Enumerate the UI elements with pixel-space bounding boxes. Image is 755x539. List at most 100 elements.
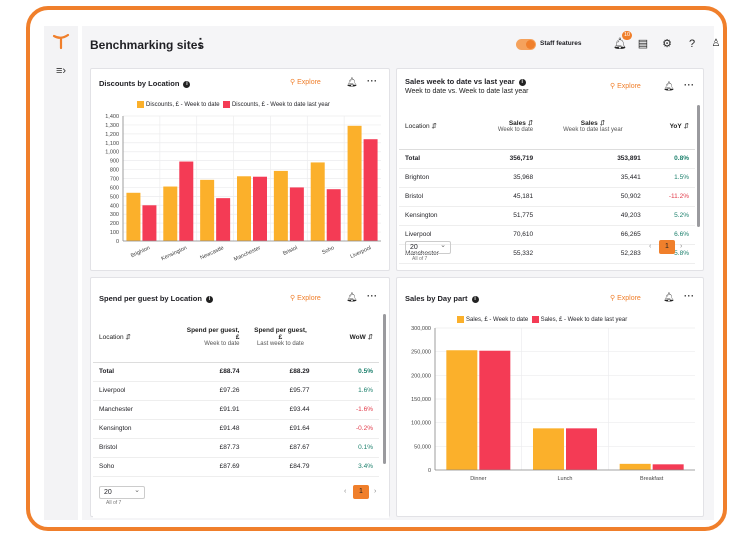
info-icon[interactable]: i (518, 78, 526, 86)
bar-discounts-week-to-date-last-year-manchester[interactable] (253, 176, 267, 241)
y-tick-label: 200 (110, 221, 119, 227)
table-cell: Kensington (405, 212, 438, 219)
notification-badge: 10 (622, 31, 633, 40)
prev-page-icon[interactable]: ‹ (344, 488, 347, 495)
bar-sales-week-to-date-last-year-breakfast[interactable] (652, 464, 684, 470)
app-frame: ≡› Benchmarking sites ··· Staff features… (26, 6, 727, 531)
more-icon[interactable]: ··· (367, 291, 378, 301)
total-row: Total 356,719 353,891 0.8% (399, 149, 695, 168)
help-icon[interactable]: ? (688, 38, 696, 50)
bar-discounts-week-to-date-liverpool[interactable] (347, 125, 362, 241)
bar-discounts-week-to-date-last-year-soho[interactable] (326, 189, 341, 241)
page-size-select[interactable]: 20 (405, 240, 451, 254)
table-row: Bristol £87.73 £87.67 0.1% (93, 438, 379, 457)
col-sales-wtd[interactable]: Sales ⇵ Week to date (497, 119, 534, 133)
bar-discounts-week-to-date-manchester[interactable] (237, 176, 251, 241)
expand-menu-icon[interactable]: ≡› (55, 65, 67, 77)
col-location[interactable]: Location ⇵ (405, 122, 437, 130)
col-sales-ly[interactable]: Sales ⇵ Week to date last year (563, 119, 623, 133)
table-cell: £91.48 (219, 425, 240, 432)
sort-icon: ⇵ (431, 122, 437, 130)
table-cell: 6.6% (674, 231, 689, 238)
bar-sales-week-to-date-breakfast[interactable] (619, 463, 651, 470)
table-scrollbar[interactable] (383, 314, 386, 464)
col-yoy[interactable]: YoY ⇵ (669, 122, 689, 130)
table-cell: Manchester (99, 406, 133, 413)
col-wow[interactable]: WoW ⇵ (349, 333, 373, 341)
card-subtitle: Week to date vs. Week to date last year (405, 88, 529, 95)
prev-page-icon[interactable]: ‹ (649, 243, 652, 250)
x-tick-label: Brighton (130, 245, 151, 259)
page-menu-icon[interactable]: ··· (193, 37, 208, 50)
table-cell: £97.26 (219, 387, 240, 394)
bar-discounts-week-to-date-soho[interactable] (310, 162, 325, 241)
bar-discounts-week-to-date-brighton[interactable] (126, 192, 141, 241)
bar-discounts-week-to-date-bristol[interactable] (273, 170, 288, 241)
staff-features-label: Staff features (540, 40, 582, 47)
bar-discounts-week-to-date-kensington[interactable] (163, 186, 178, 241)
sort-icon: ⇵ (125, 333, 131, 341)
table-cell: 55,332 (513, 250, 534, 257)
table-cell: 1.5% (674, 174, 689, 181)
logo-icon[interactable] (52, 32, 70, 50)
explore-button[interactable]: ⚲ Explore (290, 79, 321, 86)
more-icon[interactable]: ··· (684, 80, 695, 90)
explore-button[interactable]: ⚲ Explore (290, 295, 321, 302)
bar-discounts-week-to-date-last-year-brighton[interactable] (142, 205, 157, 241)
sort-icon: ⇵ (367, 333, 373, 341)
y-tick-label: 1,100 (105, 141, 119, 147)
bar-discounts-week-to-date-last-year-kensington[interactable] (179, 161, 194, 241)
user-icon[interactable]: ♙ (711, 38, 721, 49)
main-area: Benchmarking sites ··· Staff features 🔔︎… (82, 26, 720, 520)
card-title: Discounts by Location i (99, 79, 191, 88)
table-scrollbar[interactable] (697, 105, 700, 227)
card-title: Sales by Day part i (405, 294, 479, 303)
x-tick-label: Kensington (160, 245, 187, 262)
more-icon[interactable]: ··· (367, 76, 378, 86)
bar-discounts-week-to-date-newcastle[interactable] (200, 179, 215, 241)
card-title: Spend per guest by Location i (99, 294, 213, 303)
info-icon[interactable]: i (471, 295, 479, 303)
next-page-icon[interactable]: › (680, 243, 683, 250)
bell-icon[interactable]: 🔔︎ (613, 38, 627, 50)
y-tick-label: 100,000 (411, 421, 431, 427)
explore-button[interactable]: ⚲ Explore (610, 295, 641, 302)
y-tick-label: 900 (110, 159, 119, 165)
spend-table: Location ⇵ Spend per guest, £ Week to dat… (93, 312, 379, 477)
staff-features-toggle[interactable] (516, 39, 536, 50)
bar-discounts-week-to-date-last-year-newcastle[interactable] (216, 198, 231, 241)
legend-swatch (457, 316, 464, 323)
y-tick-label: 800 (110, 168, 119, 174)
current-page[interactable]: 1 (353, 485, 369, 499)
next-page-icon[interactable]: › (374, 488, 377, 495)
table-cell: £95.77 (289, 387, 310, 394)
bar-sales-week-to-date-last-year-dinner[interactable] (479, 350, 511, 470)
bar-discounts-week-to-date-last-year-bristol[interactable] (289, 187, 304, 241)
page-size-select[interactable]: 20 (99, 485, 145, 499)
table-cell: 50,902 (620, 193, 641, 200)
y-tick-label: 300,000 (411, 326, 431, 332)
bar-sales-week-to-date-last-year-lunch[interactable] (566, 428, 597, 470)
col-spend-lw[interactable]: Spend per guest, £ Last week to date (254, 326, 307, 347)
info-icon[interactable]: i (183, 80, 191, 88)
explore-button[interactable]: ⚲ Explore (610, 83, 641, 90)
alert-bell-icon[interactable]: 🔔︎ (346, 77, 358, 87)
col-spend-wtd[interactable]: Spend per guest, £ Week to date (186, 326, 240, 347)
alert-bell-icon[interactable]: 🔔︎ (663, 81, 675, 91)
col-location[interactable]: Location ⇵ (99, 333, 131, 341)
table-row: Liverpool 70,610 66,265 6.6% (399, 225, 695, 244)
alert-bell-icon[interactable]: 🔔︎ (346, 292, 358, 302)
bar-sales-week-to-date-dinner[interactable] (446, 350, 478, 470)
y-tick-label: 1,000 (105, 150, 119, 156)
table-cell: £91.91 (219, 406, 240, 413)
bar-sales-week-to-date-lunch[interactable] (533, 428, 564, 470)
info-icon[interactable]: i (205, 295, 213, 303)
gear-icon[interactable]: ⚙ (662, 38, 672, 50)
alert-bell-icon[interactable]: 🔔︎ (663, 292, 675, 302)
bar-discounts-week-to-date-last-year-liverpool[interactable] (363, 139, 378, 241)
search-icon: ⚲ (610, 295, 616, 302)
more-icon[interactable]: ··· (684, 291, 695, 301)
x-tick-label: Breakfast (640, 476, 664, 482)
document-icon[interactable]: ▤ (637, 38, 649, 50)
current-page[interactable]: 1 (659, 240, 675, 254)
